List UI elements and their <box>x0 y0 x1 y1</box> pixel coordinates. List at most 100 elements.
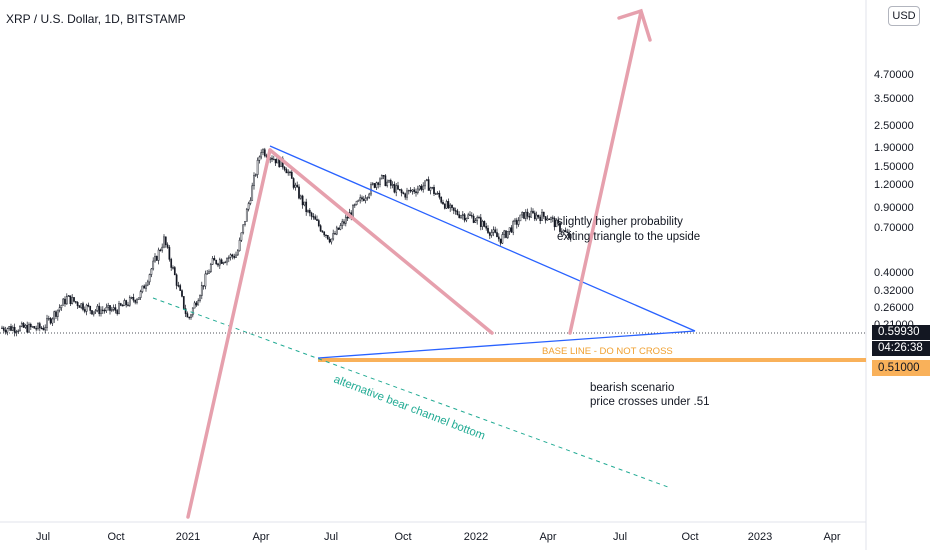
candle-body <box>89 305 92 311</box>
candle-body <box>164 236 167 246</box>
candle-body <box>361 197 363 200</box>
candle-body <box>56 309 59 317</box>
x-tick-label: Jul <box>36 531 50 543</box>
candle-body <box>224 261 227 264</box>
candle-body <box>132 297 135 301</box>
candle-body <box>461 214 464 216</box>
candle-body <box>296 184 299 188</box>
candle-body <box>298 186 300 199</box>
candle-body <box>490 232 493 236</box>
candle-body <box>263 149 266 157</box>
candle-body <box>186 313 189 318</box>
candle-body <box>112 307 115 310</box>
base-line-label: BASE LINE - DO NOT CROSS <box>542 346 673 357</box>
candle-body <box>233 255 236 258</box>
candle-body <box>4 330 7 333</box>
candle-body <box>364 197 367 201</box>
candle-body <box>163 236 165 248</box>
candle-body <box>125 300 128 306</box>
candle-body <box>470 215 473 217</box>
candle-body <box>11 327 14 331</box>
candle-body <box>544 216 547 221</box>
candle-body <box>308 210 311 214</box>
candle-body <box>312 216 315 218</box>
candle-body <box>352 204 354 217</box>
candle-body <box>240 232 243 241</box>
candle-body <box>38 323 41 329</box>
candle-body <box>357 199 360 202</box>
candle-body <box>58 307 61 311</box>
candle-body <box>199 295 201 301</box>
candle-body <box>190 314 192 318</box>
candle-body <box>155 256 158 261</box>
candle-body <box>283 166 286 170</box>
candle-body <box>431 187 434 189</box>
candle-body <box>13 327 16 333</box>
candle-body <box>334 233 336 235</box>
candle-body <box>1 327 3 330</box>
candle-body <box>80 303 83 308</box>
candle-body <box>85 304 88 312</box>
candle-body <box>305 201 308 213</box>
price-axis[interactable]: 4.70000 3.50000 2.50000 1.90000 1.50000 1.200… <box>874 69 914 331</box>
candle-body <box>206 273 209 275</box>
candle-body <box>526 211 529 217</box>
bear-channel-line <box>152 297 669 488</box>
candle-body <box>373 183 376 188</box>
countdown-badge: 04:26:38 <box>872 341 930 356</box>
candle-body <box>332 233 335 240</box>
candle-body <box>173 267 176 276</box>
candle-body <box>469 214 471 216</box>
candle-body <box>539 216 542 221</box>
candle-body <box>67 295 70 297</box>
candle-body <box>506 231 509 238</box>
candle-body <box>427 179 430 191</box>
candle-body <box>103 310 106 312</box>
triangle-lower-line <box>317 330 696 359</box>
candle-body <box>209 264 212 273</box>
candle-body <box>564 230 567 233</box>
note-upside-line1: slightly higher probability <box>557 216 683 228</box>
candle-body <box>382 175 385 177</box>
candle-body <box>542 211 545 217</box>
candle-body <box>440 196 443 203</box>
candle-body <box>193 302 196 309</box>
candle-body <box>272 158 275 161</box>
candle-body <box>134 299 137 303</box>
candle-body <box>258 156 261 161</box>
candle-body <box>127 304 129 306</box>
candle-body <box>37 323 39 329</box>
candle-body <box>208 271 210 274</box>
time-axis[interactable]: Jul Oct 2021 Apr Jul Oct 2022 Apr Jul Oct 2023 Apr <box>36 531 841 543</box>
candle-body <box>105 306 108 312</box>
candle-body <box>100 309 102 314</box>
candle-body <box>425 179 428 182</box>
candle-body <box>406 190 408 198</box>
candle-body <box>344 216 347 224</box>
candle-body <box>377 182 380 185</box>
candle-body <box>568 232 570 239</box>
candle-body <box>29 324 32 328</box>
candle-body <box>523 212 525 219</box>
candle-body <box>353 204 356 206</box>
candle-body <box>215 259 218 265</box>
candle-body <box>496 232 498 238</box>
candle-body <box>398 188 401 191</box>
arrow-decline <box>268 148 494 335</box>
candle-body <box>182 296 185 309</box>
x-tick-label: Oct <box>394 531 411 543</box>
candle-body <box>537 214 540 218</box>
candle-body <box>553 217 556 228</box>
candle-body <box>191 307 194 316</box>
candle-body <box>211 258 214 265</box>
candle-body <box>402 192 405 195</box>
candle-body <box>521 212 524 216</box>
candle-body <box>249 200 252 204</box>
candle-body <box>262 149 264 153</box>
y-tick-label: 4.70000 <box>874 69 914 81</box>
candle-body <box>236 250 239 256</box>
currency-button[interactable]: USD <box>888 6 920 26</box>
candle-body <box>386 181 389 187</box>
candle-body <box>251 185 254 201</box>
